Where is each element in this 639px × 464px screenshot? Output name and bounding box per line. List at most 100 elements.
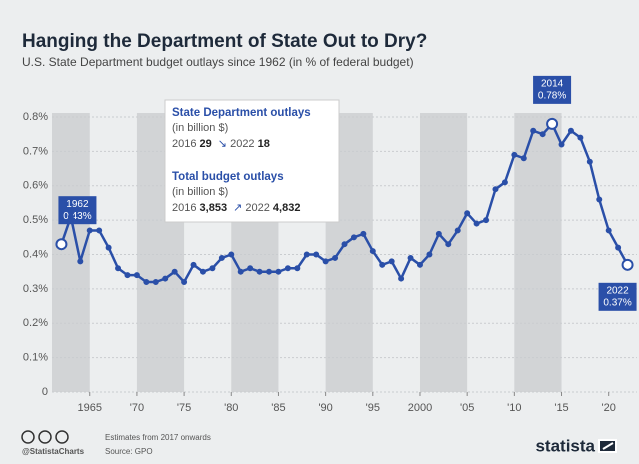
point	[546, 117, 559, 130]
point	[228, 251, 235, 258]
point	[284, 265, 291, 272]
y-tick-label: 0.2%	[23, 317, 48, 329]
x-tick-label: '80	[224, 402, 238, 414]
point	[275, 268, 282, 275]
y-tick-label: 0.7%	[23, 145, 48, 157]
info-unit: (in billion $)	[172, 122, 228, 134]
point	[492, 186, 499, 193]
callout-year: 1962	[66, 199, 89, 210]
point	[511, 151, 518, 158]
callout-box	[533, 75, 572, 104]
x-tick-label: '75	[177, 402, 191, 414]
point	[115, 265, 122, 272]
arrow-down: ↘	[218, 138, 227, 150]
band	[419, 113, 468, 392]
source: Source: GPO	[105, 447, 153, 456]
callout-box	[598, 282, 637, 311]
y-tick-label: 0.1%	[23, 352, 48, 364]
info-year: 2022	[245, 202, 269, 214]
point	[247, 265, 254, 272]
callout-year: 2022	[606, 285, 629, 296]
note: Estimates from 2017 onwards	[105, 433, 211, 442]
data-label: 0.78%	[538, 91, 566, 102]
x-tick-label: 2000	[408, 402, 432, 414]
info-value: 29	[200, 138, 212, 150]
point	[360, 230, 367, 237]
point	[143, 279, 150, 285]
info-year: 2022	[230, 138, 254, 150]
point	[350, 234, 357, 241]
point	[294, 265, 301, 272]
point	[398, 275, 405, 282]
info-year: 2016	[172, 202, 196, 214]
point	[435, 230, 442, 237]
point	[530, 127, 537, 134]
point	[67, 213, 74, 220]
point	[596, 196, 603, 203]
plot: 0 0.1% 0.2% 0.3% 0.4% 0.5% 0.6% 0.7% 0.8% 1965 '70…	[23, 75, 637, 414]
point	[96, 227, 103, 234]
point	[416, 261, 423, 268]
brand-icon	[598, 439, 617, 453]
point	[86, 227, 93, 234]
info-box-bg	[164, 99, 340, 223]
info-title: State Department outlays	[172, 107, 311, 119]
point	[55, 238, 68, 251]
point	[124, 272, 131, 279]
x-tick-label: '95	[366, 402, 380, 414]
point	[209, 265, 216, 272]
point	[567, 127, 574, 134]
point	[445, 241, 452, 248]
y-tick-label: 0.8%	[23, 111, 48, 123]
point	[586, 158, 593, 165]
point	[621, 258, 634, 271]
point	[152, 279, 159, 285]
x-tick-label: 1965	[77, 402, 101, 414]
point	[577, 134, 584, 141]
callout-box	[58, 196, 97, 225]
point	[162, 275, 169, 282]
point	[190, 261, 197, 268]
handle: @StatistaCharts	[22, 447, 85, 456]
cc-icons	[21, 430, 69, 444]
x-tick-label: '15	[554, 402, 568, 414]
point	[313, 251, 320, 258]
point	[379, 261, 386, 268]
y-tick-label: 0.3%	[23, 283, 48, 295]
point	[426, 251, 433, 258]
chart-title: Hanging the Department of State Out to D…	[22, 31, 427, 52]
chart-subtitle: U.S. State Department budget outlays sin…	[22, 55, 414, 69]
info-year: 2016	[172, 138, 196, 150]
point	[332, 254, 339, 261]
y-tick-label: 0	[42, 386, 48, 398]
point	[369, 248, 376, 255]
info-title: Total budget outlays	[172, 171, 284, 183]
x-tick-label: '90	[318, 402, 332, 414]
point	[77, 258, 84, 265]
point	[266, 268, 273, 275]
point	[256, 268, 263, 275]
point	[171, 268, 178, 275]
point	[483, 217, 490, 224]
point	[322, 258, 329, 265]
icon	[21, 430, 35, 444]
point	[520, 155, 527, 162]
point	[407, 254, 414, 261]
point	[615, 244, 622, 251]
info-value: 4,832	[273, 202, 301, 214]
icon	[55, 430, 69, 444]
point	[199, 268, 206, 275]
info-box: State Department outlays (in billion $) …	[164, 99, 340, 223]
x-tick-label: '05	[460, 402, 474, 414]
y-tick-label: 0.6%	[23, 180, 48, 192]
point	[539, 131, 546, 138]
point	[501, 179, 508, 186]
info-value: 18	[258, 138, 270, 150]
icon	[38, 430, 52, 444]
point	[454, 227, 461, 234]
point	[605, 227, 612, 234]
info-unit: (in billion $)	[172, 186, 228, 198]
